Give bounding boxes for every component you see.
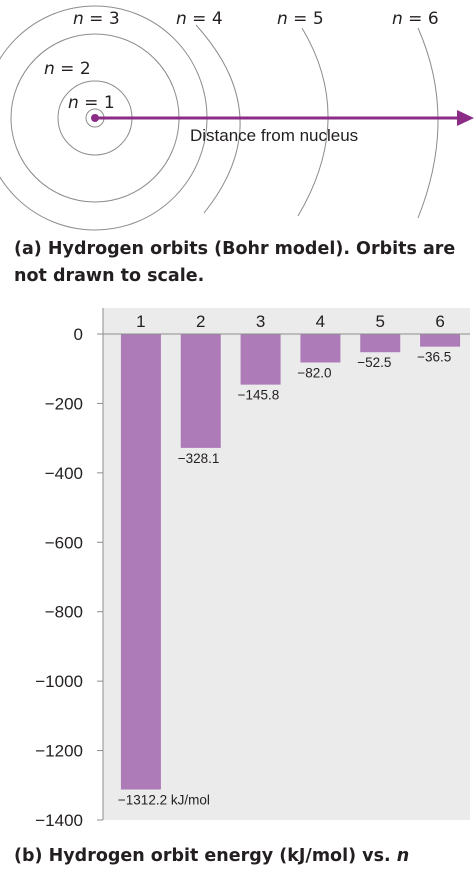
orbit-label-n1: n = 1 — [68, 93, 115, 113]
orbit-label-n5: n = 5 — [277, 9, 324, 29]
orbit-label-n6: n = 6 — [392, 9, 439, 29]
y-ticks: 0 −200 −400 −600 −800 −1000 −1200 −1400 — [35, 325, 103, 830]
bar-2 — [180, 334, 221, 448]
x-tick-label-5: 5 — [376, 312, 385, 331]
y-tick-label: 0 — [74, 325, 83, 344]
value-label-4: −82.0 — [297, 365, 331, 380]
y-tick-label: −1000 — [35, 672, 83, 691]
x-tick-label-4: 4 — [316, 312, 325, 331]
caption-b-text: (b) Hydrogen orbit energy (kJ/mol) vs. — [14, 846, 397, 866]
distance-arrow-head — [457, 110, 474, 126]
x-tick-label-1: 1 — [136, 312, 145, 331]
distance-label: Distance from nucleus — [190, 126, 358, 145]
bar-3 — [240, 334, 281, 385]
y-tick-label: −1200 — [35, 742, 83, 761]
value-label-1: −1312.2 kJ/mol — [118, 793, 210, 808]
x-tick-label-6: 6 — [435, 312, 444, 331]
plot-background — [103, 308, 470, 820]
y-tick-label: −400 — [45, 464, 83, 483]
y-tick-label: −1400 — [35, 811, 83, 830]
bar-6 — [420, 334, 461, 347]
value-label-6: −36.5 — [417, 350, 451, 365]
bar-4 — [300, 334, 341, 363]
caption-a: (a) Hydrogen orbits (Bohr model). Orbits… — [14, 239, 456, 286]
value-label-2: −328.1 — [178, 451, 220, 466]
caption-b: (b) Hydrogen orbit energy (kJ/mol) vs. n — [14, 843, 409, 870]
bohr-orbit-diagram: Distance from nucleus n = 1 n = 2 n = 3 … — [0, 5, 474, 231]
y-tick-label: −600 — [45, 533, 83, 552]
orbit-n6 — [417, 27, 439, 219]
x-tick-label-3: 3 — [256, 312, 265, 331]
orbit-n5 — [297, 27, 329, 217]
x-tick-labels: 1 2 3 4 5 6 — [136, 312, 445, 331]
bar-5 — [360, 334, 401, 353]
value-label-3: −145.8 — [238, 388, 280, 403]
orbit-label-n3: n = 3 — [73, 9, 120, 29]
orbit-label-n2: n = 2 — [44, 59, 91, 79]
orbit-label-n4: n = 4 — [176, 9, 223, 29]
value-labels: −1312.2 kJ/mol −328.1 −145.8 −82.0 −52.5 −36.… — [118, 350, 451, 808]
y-tick-label: −800 — [45, 603, 83, 622]
y-tick-label: −200 — [45, 394, 83, 413]
value-label-5: −52.5 — [357, 355, 391, 370]
bar-1 — [120, 334, 161, 790]
x-tick-label-2: 2 — [196, 312, 205, 331]
caption-b-variable: n — [396, 846, 410, 866]
bars — [120, 334, 461, 790]
